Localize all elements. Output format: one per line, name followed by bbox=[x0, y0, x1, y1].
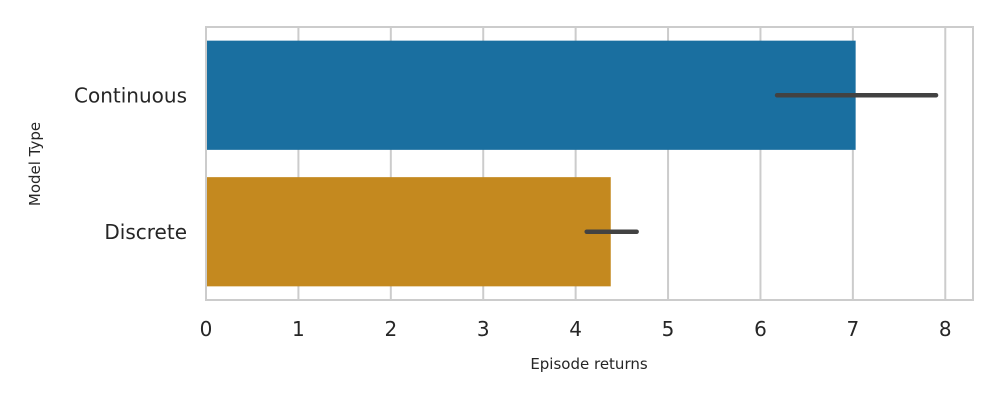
bar bbox=[206, 40, 856, 150]
x-tick-label: 4 bbox=[569, 317, 582, 341]
x-tick-label: 8 bbox=[939, 317, 952, 341]
bar bbox=[206, 177, 611, 287]
x-tick-label: 6 bbox=[754, 317, 767, 341]
x-tick-label: 7 bbox=[847, 317, 860, 341]
x-tick-labels: 0 1 2 3 4 5 6 7 8 bbox=[200, 317, 952, 341]
x-tick-label: 3 bbox=[477, 317, 490, 341]
category-label: Discrete bbox=[104, 220, 187, 244]
x-tick-label: 1 bbox=[292, 317, 305, 341]
y-axis-title: Model Type bbox=[26, 122, 44, 206]
category-labels: Continuous Discrete bbox=[74, 83, 187, 244]
x-tick-label: 5 bbox=[662, 317, 675, 341]
error-bars bbox=[584, 93, 939, 234]
bars bbox=[206, 40, 856, 287]
x-tick-label: 2 bbox=[384, 317, 397, 341]
x-axis-title: Episode returns bbox=[530, 355, 648, 373]
category-label: Continuous bbox=[74, 83, 187, 107]
plot-frame bbox=[205, 26, 974, 301]
x-tick-label: 0 bbox=[200, 317, 213, 341]
